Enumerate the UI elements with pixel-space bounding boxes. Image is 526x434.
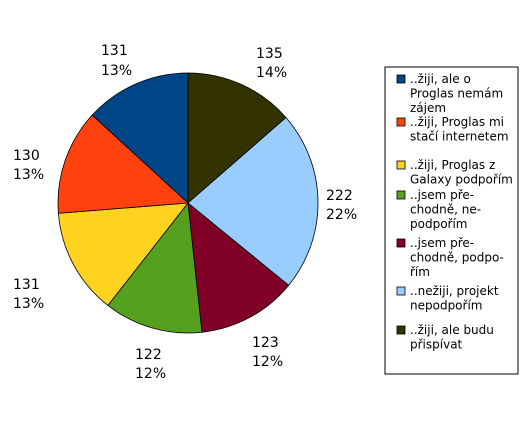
legend-swatch-5 xyxy=(396,117,406,127)
legend-swatch-0 xyxy=(396,325,406,335)
legend-entry-5: ..žiji, Proglas mi stačí internetem xyxy=(410,115,509,144)
data-label-value-3: 122 xyxy=(135,347,162,363)
data-label-percent-0: 14% xyxy=(256,65,287,81)
legend-swatch-6 xyxy=(396,74,406,84)
pie-data-labels: 135 14% 222 22% 123 12% 122 12% 131 13% 130 13% 131 1… xyxy=(13,43,357,382)
data-label-percent-2: 12% xyxy=(252,354,283,370)
pie-slice-3 xyxy=(107,201,203,334)
data-label-value-5: 130 xyxy=(13,148,40,164)
data-label-percent-4: 13% xyxy=(13,296,44,312)
legend-entry-6: ..žiji, ale o Proglas nemám zájem xyxy=(410,72,503,115)
data-label-value-4: 131 xyxy=(13,277,40,293)
legend-swatch-4 xyxy=(396,160,406,170)
data-label-value-6: 131 xyxy=(101,43,128,59)
legend-entry-3: ..jsem pře-chodně, ne-podpořím xyxy=(410,188,481,231)
pie-slice-0 xyxy=(187,72,287,204)
data-label-value-2: 123 xyxy=(252,335,279,351)
pie-slice-2 xyxy=(187,202,290,333)
legend: ..žiji, ale o Proglas nemám zájem..žiji, P… xyxy=(384,66,519,375)
legend-swatch-1 xyxy=(396,286,406,296)
data-label-percent-1: 22% xyxy=(326,207,357,223)
pie-slice-6 xyxy=(91,72,189,204)
data-label-percent-6: 13% xyxy=(101,63,132,79)
legend-swatch-2 xyxy=(396,238,406,248)
legend-entry-4: ..žiji, Proglas z Galaxy podpořím xyxy=(410,158,513,187)
pie-slice-4 xyxy=(57,202,189,306)
pie-slice-5 xyxy=(57,114,189,214)
pie-slice-1 xyxy=(187,116,319,286)
legend-entry-2: ..jsem pře-chodně, podpo-řím xyxy=(410,236,504,279)
legend-entry-0: ..žiji, ale budu přispívat xyxy=(410,323,494,352)
data-label-value-0: 135 xyxy=(256,46,283,62)
pie-slices xyxy=(57,72,319,334)
data-label-percent-3: 12% xyxy=(135,366,166,382)
legend-swatch-3 xyxy=(396,190,406,200)
legend-box xyxy=(384,66,519,375)
data-label-value-1: 222 xyxy=(326,188,353,204)
legend-entry-1: ..nežiji, projekt nepodpořím xyxy=(410,284,499,313)
data-label-percent-5: 13% xyxy=(13,167,44,183)
